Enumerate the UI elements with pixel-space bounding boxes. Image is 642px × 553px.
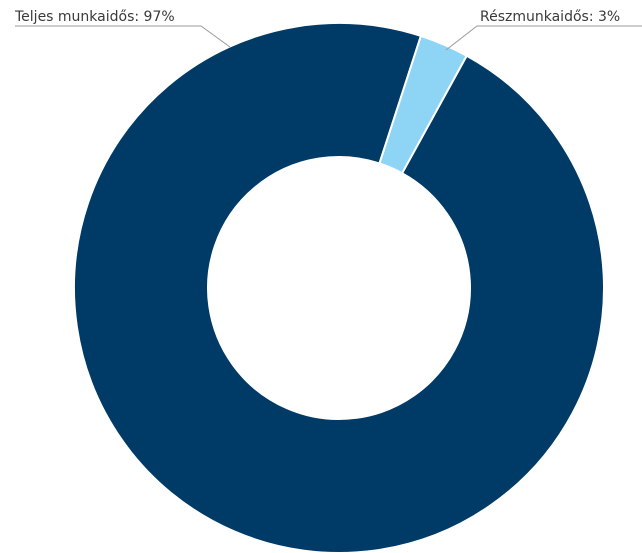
leader-line-teljes [15,25,231,48]
slice-teljes-munkaidos [73,22,606,553]
leader-line-resz [445,25,642,51]
label-reszmunkaidos: Részmunkaidős: 3% [480,9,620,25]
label-teljes-munkaidos: Teljes munkaidős: 97% [14,9,175,25]
donut-slices [73,22,606,553]
slice-reszmunkaidos [378,34,469,175]
